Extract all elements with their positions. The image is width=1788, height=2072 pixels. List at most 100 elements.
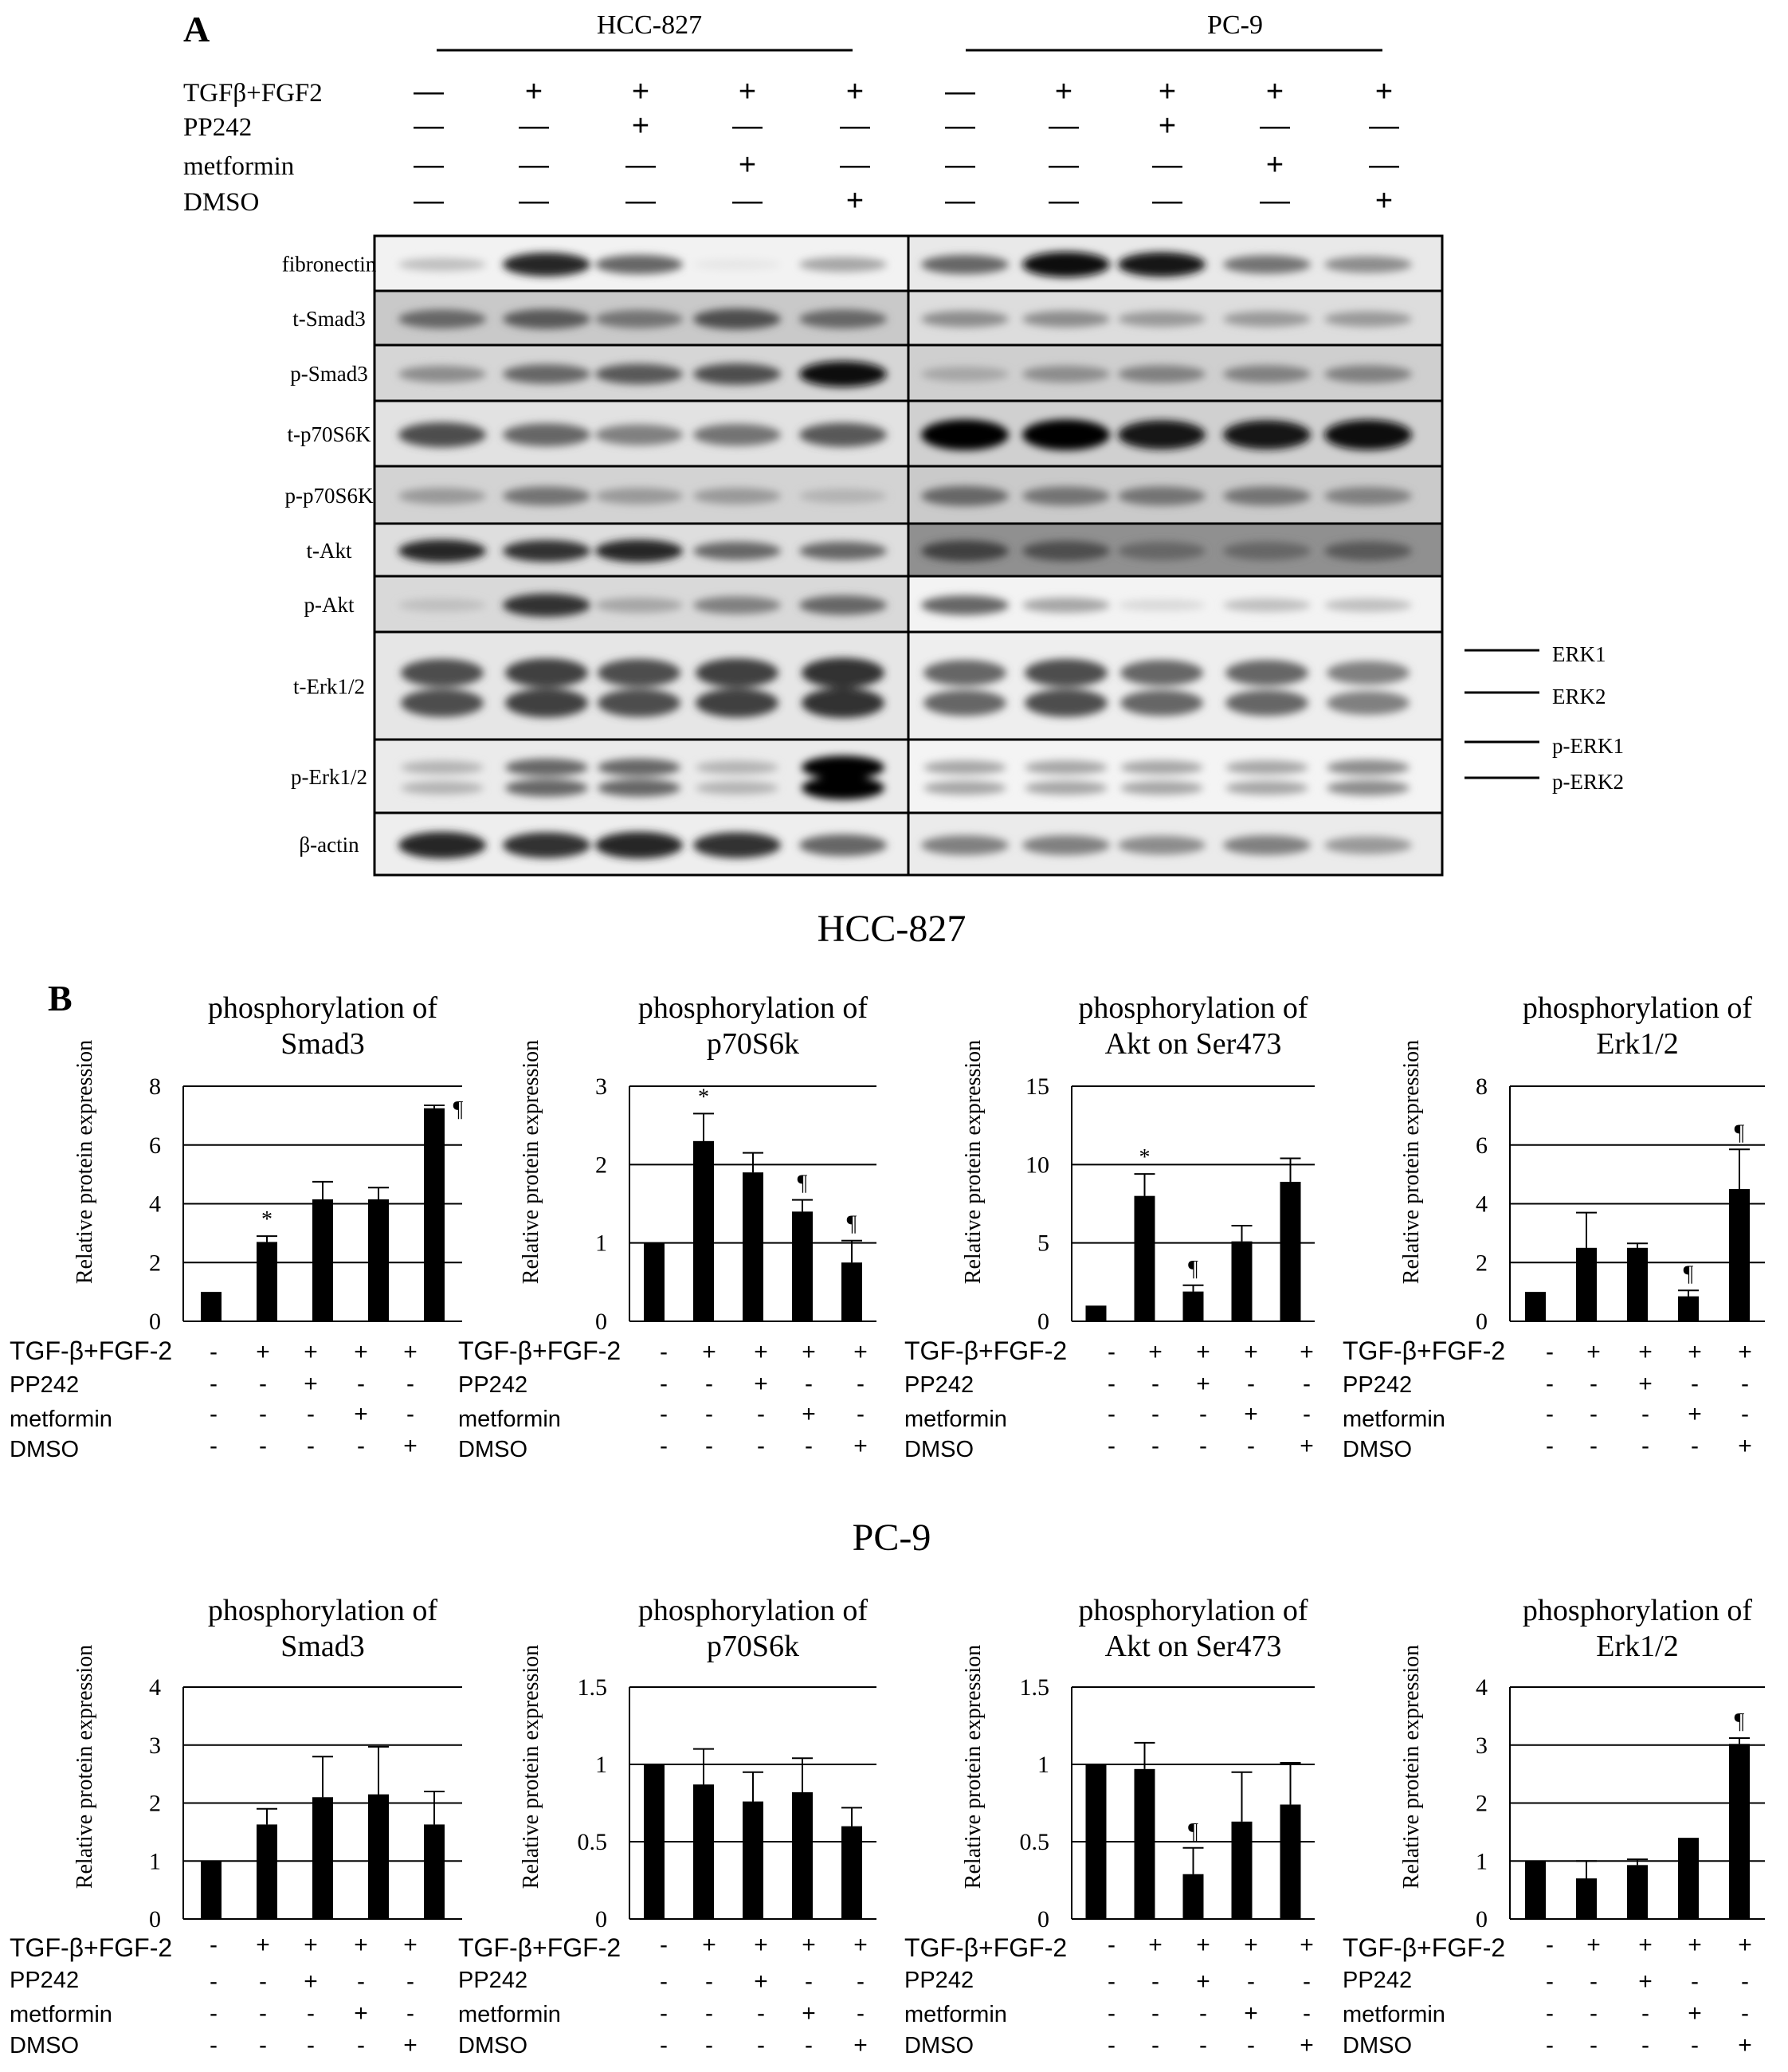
treatment-sign: + [1586, 1339, 1601, 1365]
y-tick-label: 0 [1037, 1906, 1049, 1933]
band [799, 541, 887, 560]
treatment-label: metformin [458, 1407, 561, 1432]
band [921, 595, 1009, 615]
band-upper [802, 755, 884, 779]
condition-sign: + [1159, 109, 1176, 143]
band-upper [1120, 760, 1203, 775]
band [1022, 251, 1110, 277]
y-tick-label: 0 [595, 1309, 607, 1335]
treatment-sign: + [1300, 1339, 1314, 1365]
treatment-sign: + [1738, 2032, 1752, 2058]
treatment-sign: - [406, 1401, 414, 1427]
band [693, 308, 781, 330]
treatment-sign: + [1196, 1932, 1210, 1958]
treatment-sign: - [1151, 2000, 1159, 2027]
blot-label-6: p-Akt [304, 593, 355, 617]
band-upper [923, 660, 1006, 686]
treatment-sign: + [1244, 1339, 1258, 1365]
band-lower [1327, 691, 1410, 715]
band [503, 364, 590, 384]
treatment-sign: - [1303, 2000, 1311, 2027]
band [398, 598, 486, 612]
blot-label-5: t-Akt [307, 539, 352, 563]
significance-mark: * [698, 1085, 709, 1109]
treatment-sign: + [853, 1932, 868, 1958]
band [921, 311, 1009, 328]
band [1223, 598, 1311, 612]
y-tick-label: 3 [595, 1073, 607, 1100]
condition-sign: — [840, 109, 870, 143]
band [595, 597, 683, 613]
treatment-label: PP242 [1343, 1372, 1412, 1398]
treatment-sign: - [1108, 1371, 1116, 1397]
blot-label-7: t-Erk1/2 [293, 675, 365, 699]
chart-title-line: phosphorylation of [1523, 1594, 1752, 1627]
band [1118, 835, 1206, 855]
y-tick-label: 0 [149, 1309, 161, 1335]
treatment-sign: - [1641, 1433, 1649, 1459]
treatment-sign: - [1590, 1371, 1598, 1397]
y-axis-label: Relative protein expression [1399, 1645, 1424, 1889]
section-title-pc9: PC-9 [853, 1517, 931, 1559]
treatment-sign: - [357, 1968, 365, 1995]
treatment-label: DMSO [904, 1437, 974, 1462]
band [799, 489, 887, 504]
treatment-sign: - [660, 1401, 668, 1427]
treatment-sign: + [403, 1433, 418, 1459]
band [921, 835, 1009, 856]
significance-mark: * [261, 1207, 273, 1232]
chart-title-line: phosphorylation of [638, 1594, 868, 1627]
significance-mark: ¶ [1735, 1120, 1745, 1145]
treatment-sign: - [1546, 2000, 1554, 2027]
band [1022, 365, 1110, 383]
treatment-sign: - [660, 1932, 668, 1958]
treatment-sign: - [259, 2032, 267, 2058]
treatment-sign: - [259, 1401, 267, 1427]
band [595, 540, 683, 563]
blot-bands [398, 831, 1412, 859]
chart-title-line: phosphorylation of [208, 991, 437, 1025]
bar [1134, 1768, 1155, 1919]
band [1223, 835, 1311, 856]
blot-bands [398, 593, 1412, 617]
treatment-sign: - [1691, 1371, 1699, 1397]
treatment-sign: - [757, 1433, 765, 1459]
band [1223, 365, 1311, 383]
treatment-sign: - [259, 1433, 267, 1459]
band [1118, 252, 1206, 277]
treatment-sign: + [1638, 1968, 1653, 1995]
treatment-sign: - [757, 1401, 765, 1427]
band [693, 488, 781, 504]
treatment-label: TGF-β+FGF-2 [458, 1933, 621, 1962]
band [799, 257, 887, 273]
treatment-sign: - [210, 1371, 218, 1397]
chart-title-line: Erk1/2 [1596, 1630, 1678, 1663]
treatment-sign: - [406, 2000, 414, 2027]
treatment-sign: + [403, 2032, 418, 2058]
y-tick-label: 6 [1476, 1132, 1488, 1159]
y-tick-label: 2 [149, 1791, 161, 1817]
condition-sign: — [1369, 109, 1399, 143]
y-tick-label: 1.5 [1020, 1674, 1050, 1701]
treatment-sign: + [354, 1339, 368, 1365]
band-upper [696, 658, 778, 688]
band [503, 486, 590, 506]
treatment-sign: - [857, 2000, 865, 2027]
treatment-sign: - [1741, 1401, 1749, 1427]
significance-mark: ¶ [847, 1212, 857, 1237]
treatment-sign: - [1691, 2032, 1699, 2058]
y-tick-label: 10 [1025, 1152, 1049, 1178]
treatment-sign: - [1108, 1968, 1116, 1995]
treatment-sign: + [354, 1401, 368, 1427]
band-upper [1025, 760, 1108, 775]
band [1324, 836, 1412, 854]
band [503, 593, 590, 617]
treatment-sign: - [406, 1371, 414, 1397]
band-lower [696, 781, 778, 795]
condition-sign: — [732, 184, 763, 218]
condition-sign: — [625, 148, 656, 182]
treatment-sign: - [1108, 2032, 1116, 2058]
